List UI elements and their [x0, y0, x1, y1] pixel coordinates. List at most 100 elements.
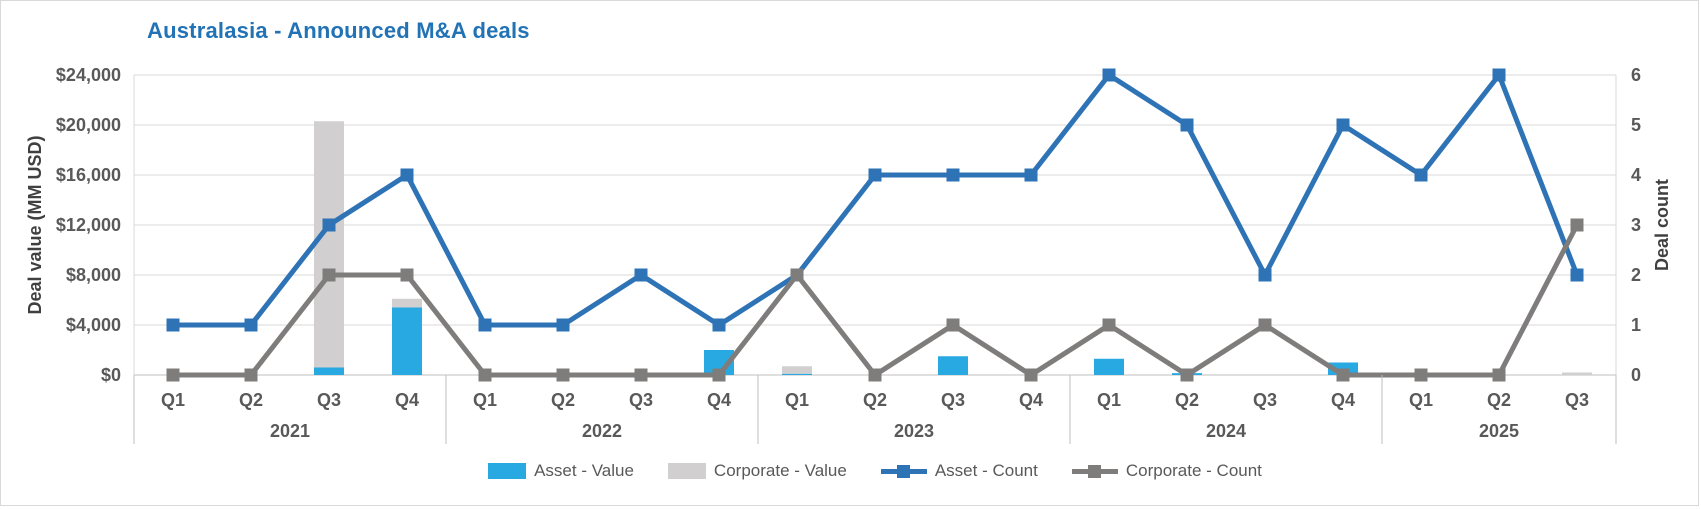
asset-value-bar — [1094, 358, 1124, 375]
left-axis-title: Deal value (MM USD) — [25, 135, 45, 314]
legend-item-asset-count: Asset - Count — [880, 461, 1038, 481]
legend-label: Asset - Count — [934, 461, 1038, 480]
corporate-count-marker — [946, 318, 960, 332]
corporate-count-marker — [868, 368, 882, 382]
corporate-count-marker — [1570, 218, 1584, 232]
x-axis-quarter-label: Q4 — [1331, 390, 1355, 410]
x-axis-quarter-label: Q3 — [1565, 390, 1589, 410]
left-axis-tick-label: $4,000 — [66, 315, 121, 335]
corporate-count-marker — [244, 368, 258, 382]
x-axis-quarter-label: Q2 — [551, 390, 575, 410]
corporate-count-marker — [400, 268, 414, 282]
asset-count-marker — [400, 168, 414, 182]
right-axis-tick-label: 4 — [1631, 165, 1641, 185]
corporate-count-marker — [478, 368, 492, 382]
asset-value-bar — [392, 307, 422, 375]
x-axis-quarter-label: Q4 — [395, 390, 419, 410]
corporate-value-bar — [314, 121, 344, 368]
x-axis-quarter-label: Q4 — [707, 390, 731, 410]
x-axis-quarter-label: Q2 — [863, 390, 887, 410]
chart-legend: Asset - Value Corporate - Value Asset - … — [134, 453, 1616, 489]
corporate-value-swatch-icon — [667, 463, 706, 479]
asset-value-bar — [938, 356, 968, 375]
chart-title: Australasia - Announced M&A deals — [147, 18, 530, 43]
x-axis-quarter-label: Q2 — [1487, 390, 1511, 410]
x-axis-year-label: 2024 — [1206, 421, 1246, 441]
corporate-count-marker — [1258, 318, 1272, 332]
right-axis-title: Deal count — [1652, 179, 1672, 271]
corporate-count-swatch-icon — [1071, 464, 1118, 478]
right-axis-tick-label: 2 — [1631, 265, 1641, 285]
corporate-value-bar — [392, 298, 422, 308]
x-axis-quarter-label: Q3 — [1253, 390, 1277, 410]
corporate-count-marker — [1024, 368, 1038, 382]
asset-count-marker — [478, 318, 492, 332]
asset-count-marker — [1570, 268, 1584, 282]
x-axis-year-label: 2025 — [1479, 421, 1519, 441]
x-axis-year-label: 2022 — [582, 421, 622, 441]
corporate-count-marker — [1492, 368, 1506, 382]
x-axis-year-label: 2023 — [894, 421, 934, 441]
right-axis-tick-label: 5 — [1631, 115, 1641, 135]
corporate-count-marker-icon — [1087, 464, 1101, 478]
x-axis-quarter-label: Q2 — [1175, 390, 1199, 410]
legend-label: Corporate - Count — [1125, 461, 1262, 480]
asset-value-bar — [782, 373, 812, 375]
corporate-value-bar — [1562, 372, 1592, 375]
asset-count-line — [173, 69, 1580, 328]
left-axis-tick-label: $16,000 — [56, 165, 121, 185]
asset-value-bar — [314, 367, 344, 375]
right-axis-tick-label: 1 — [1631, 315, 1641, 335]
corporate-count-marker — [790, 268, 804, 282]
right-axis-tick-label: 6 — [1631, 65, 1641, 85]
left-axis-tick-label: $24,000 — [56, 65, 121, 85]
legend-label: Asset - Value — [534, 461, 634, 480]
right-axis-tick-label: 3 — [1631, 215, 1641, 235]
legend-item-corporate-value: Corporate - Value — [667, 461, 847, 481]
x-axis-quarter-label: Q1 — [785, 390, 809, 410]
asset-count-marker — [244, 318, 258, 332]
corporate-count-marker — [712, 368, 726, 382]
asset-count-marker — [1180, 118, 1194, 132]
left-axis-tick-label: $0 — [101, 365, 121, 385]
left-axis-tick-label: $20,000 — [56, 115, 121, 135]
x-axis-quarter-label: Q4 — [1019, 390, 1043, 410]
corporate-count-marker — [1102, 318, 1116, 332]
x-axis-quarter-label: Q2 — [239, 390, 263, 410]
corporate-count-marker — [556, 368, 570, 382]
asset-count-marker — [556, 318, 570, 332]
asset-count-marker — [1258, 268, 1272, 282]
asset-count-marker — [946, 168, 960, 182]
asset-value-swatch-icon — [488, 463, 527, 479]
asset-count-marker-icon — [896, 464, 910, 478]
corporate-count-marker — [322, 268, 336, 282]
corporate-count-marker — [1180, 368, 1194, 382]
asset-count-marker — [712, 318, 726, 332]
x-axis-year-label: 2021 — [270, 421, 310, 441]
asset-count-marker — [1102, 68, 1116, 82]
corporate-value-bar — [782, 366, 812, 374]
corporate-count-marker — [1414, 368, 1428, 382]
corporate-count-line — [173, 223, 1580, 379]
left-axis-tick-label: $12,000 — [56, 215, 121, 235]
x-axis-quarter-label: Q3 — [941, 390, 965, 410]
x-axis-quarter-label: Q3 — [317, 390, 341, 410]
legend-label: Corporate - Value — [713, 461, 847, 480]
x-axis-quarter-label: Q3 — [629, 390, 653, 410]
asset-count-marker — [634, 268, 648, 282]
asset-count-marker — [166, 318, 180, 332]
corporate-count-marker — [1336, 368, 1350, 382]
right-axis-tick-label: 0 — [1631, 365, 1641, 385]
asset-count-marker — [1492, 68, 1506, 82]
asset-count-marker — [1414, 168, 1428, 182]
asset-count-marker — [1336, 118, 1350, 132]
asset-count-swatch-icon — [880, 464, 927, 478]
legend-item-asset-value: Asset - Value — [488, 461, 634, 481]
legend-item-corporate-count: Corporate - Count — [1071, 461, 1262, 481]
x-axis-quarter-label: Q1 — [161, 390, 185, 410]
x-axis-quarter-label: Q1 — [1097, 390, 1121, 410]
x-axis-quarter-label: Q1 — [1409, 390, 1433, 410]
asset-count-marker — [1024, 168, 1038, 182]
